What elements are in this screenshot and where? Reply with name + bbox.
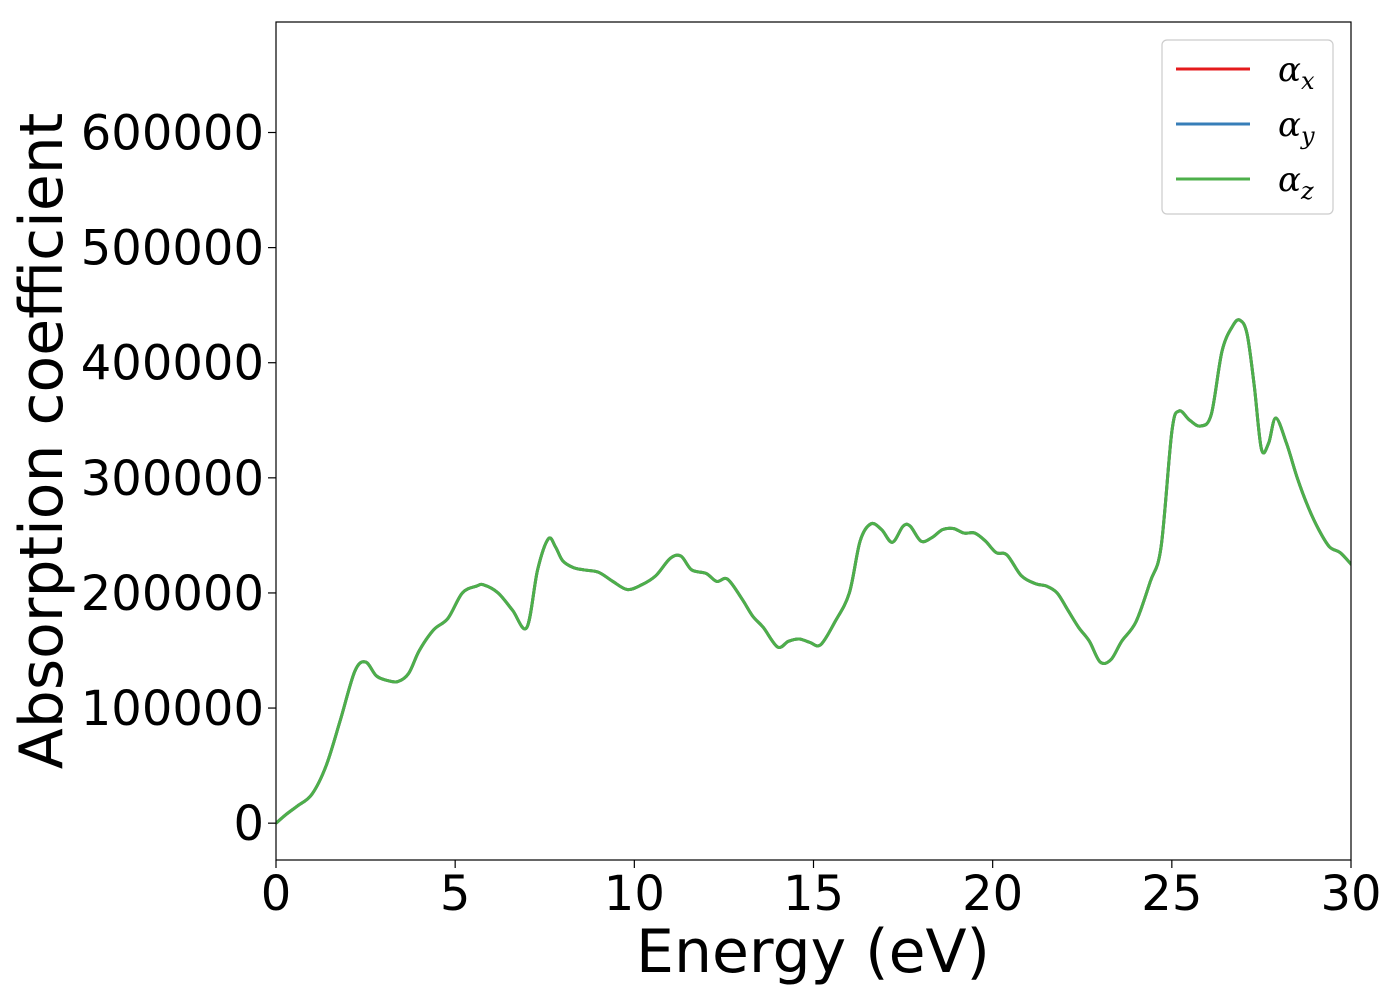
- x-tick-label: 5: [440, 866, 471, 922]
- x-axis-title: Energy (eV): [636, 917, 990, 987]
- legend-box: [1161, 39, 1334, 215]
- y-tick-label: 500000: [81, 221, 264, 277]
- y-tick-label: 300000: [81, 451, 264, 507]
- x-tick-label: 25: [1141, 866, 1202, 922]
- series-line-alpha-z: [276, 318, 1351, 825]
- x-tick-label: 15: [783, 866, 844, 922]
- x-axis: 0 5 10 15 20 25 30: [261, 860, 1382, 922]
- y-axis-title: Absorption coefficient: [7, 113, 77, 770]
- y-tick-label: 200000: [81, 566, 264, 622]
- x-tick-label: 30: [1320, 866, 1381, 922]
- y-tick-label: 600000: [81, 106, 264, 162]
- x-tick-label: 0: [261, 866, 292, 922]
- x-tick-label: 20: [962, 866, 1023, 922]
- y-tick-label: 100000: [81, 681, 264, 737]
- series-layer: [276, 318, 1351, 825]
- y-tick-label: 0: [233, 796, 264, 852]
- x-tick-label: 10: [604, 866, 665, 922]
- y-axis: 0 100000 200000 300000 400000 500000 600000: [81, 106, 276, 852]
- y-tick-label: 400000: [81, 336, 264, 392]
